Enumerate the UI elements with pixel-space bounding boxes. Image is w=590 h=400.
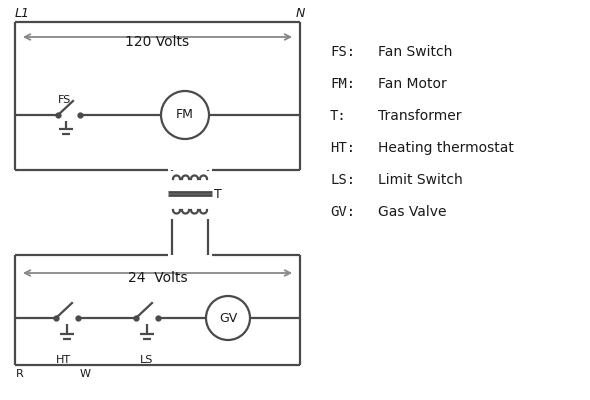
Text: L1: L1 — [15, 7, 30, 20]
Text: 24  Volts: 24 Volts — [127, 271, 187, 285]
Text: FM: FM — [176, 108, 194, 122]
Text: Fan Switch: Fan Switch — [378, 45, 453, 59]
Text: Fan Motor: Fan Motor — [378, 77, 447, 91]
Text: GV: GV — [219, 312, 237, 324]
Text: HT:: HT: — [330, 141, 355, 155]
Text: LS: LS — [140, 355, 153, 365]
Text: Heating thermostat: Heating thermostat — [378, 141, 514, 155]
Text: T:: T: — [330, 109, 347, 123]
Text: HT: HT — [56, 355, 71, 365]
Text: R: R — [16, 369, 24, 379]
Text: FS: FS — [58, 95, 71, 105]
Text: Limit Switch: Limit Switch — [378, 173, 463, 187]
Text: FM:: FM: — [330, 77, 355, 91]
Text: N: N — [296, 7, 304, 20]
Text: W: W — [80, 369, 91, 379]
Text: 120 Volts: 120 Volts — [126, 35, 189, 49]
Text: GV:: GV: — [330, 205, 355, 219]
Text: FS:: FS: — [330, 45, 355, 59]
Text: LS:: LS: — [330, 173, 355, 187]
Text: T: T — [214, 188, 222, 200]
Text: Gas Valve: Gas Valve — [378, 205, 447, 219]
Text: Transformer: Transformer — [378, 109, 461, 123]
